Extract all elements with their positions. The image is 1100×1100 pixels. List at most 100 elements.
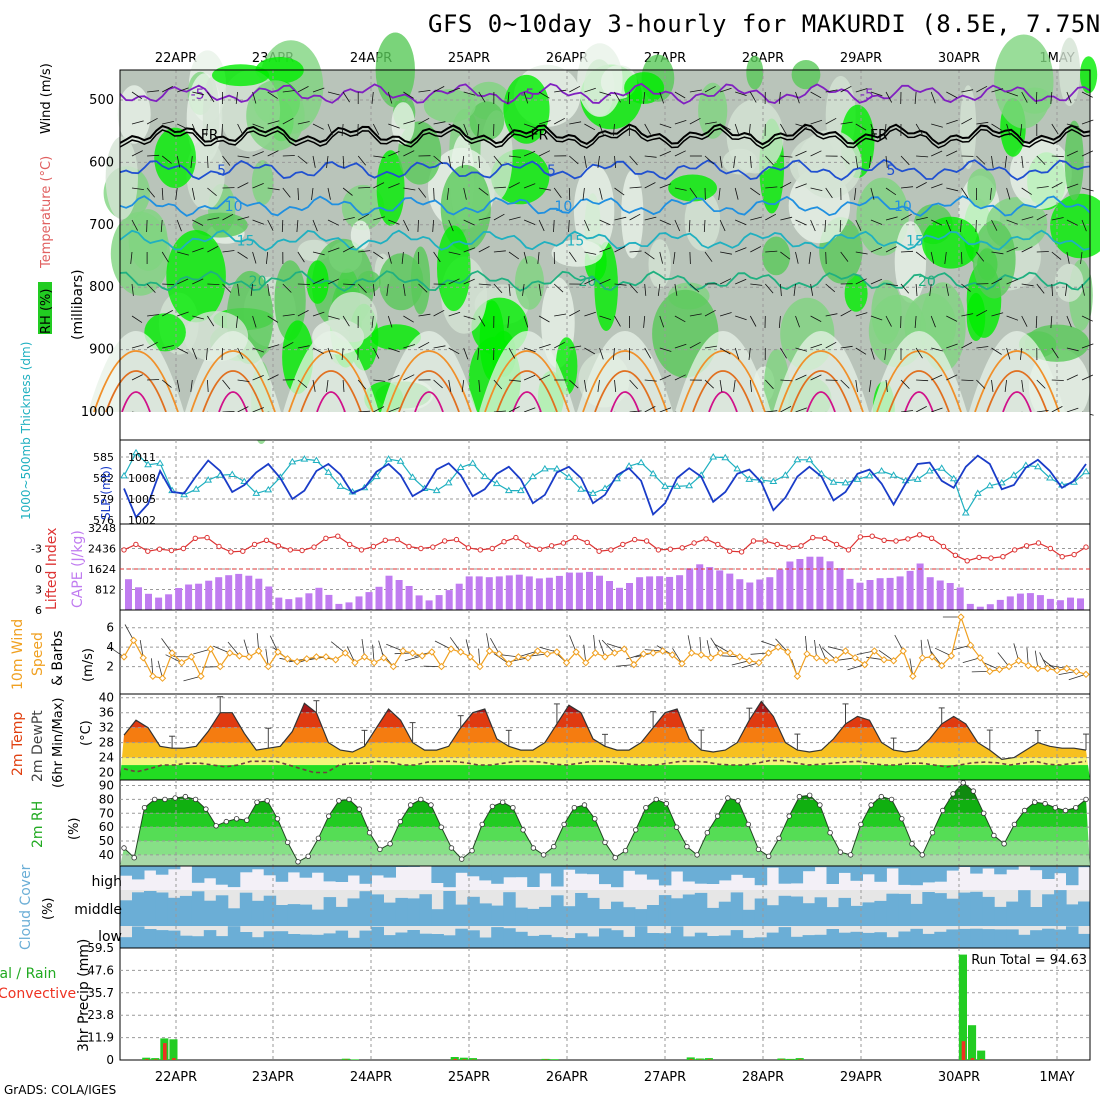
cloud-bar-low (706, 936, 720, 948)
wind-barb (131, 315, 143, 323)
cloud-bar-middle (419, 894, 432, 926)
wind-barb (371, 91, 374, 104)
wind-barb (267, 344, 280, 349)
cape-bar (766, 577, 774, 610)
pressure-tick-label: 800 (89, 280, 114, 295)
wind-barb (162, 310, 173, 317)
wind-barb (915, 182, 927, 189)
li-point (988, 555, 994, 561)
wind-barb (161, 155, 172, 164)
cape-bar (946, 583, 954, 610)
wind-barb (446, 187, 450, 200)
wind-barb (463, 315, 476, 320)
pressure-tick-label: 900 (89, 343, 114, 358)
wind-barb (282, 341, 294, 349)
rh-point (479, 821, 485, 828)
wind-barb (659, 374, 671, 381)
cloud-bar-high (467, 866, 480, 877)
temperature-contour-35 (1002, 391, 1032, 413)
cloud-label-high: high (91, 874, 122, 890)
rh-region (573, 164, 615, 256)
wind-barb (342, 155, 345, 169)
cape-bar (816, 556, 824, 610)
cloud-bar-middle (682, 894, 696, 926)
cloud-bar-high (347, 866, 360, 876)
wind-barb (689, 89, 702, 93)
wind-barb (1066, 407, 1079, 413)
cape-bar (706, 567, 714, 610)
li-point (584, 539, 590, 546)
rh-point (510, 805, 516, 811)
thickness-point (961, 509, 970, 516)
li-point (133, 541, 139, 548)
rh-point (673, 824, 680, 830)
cloud-bar-high (886, 866, 899, 869)
cloud-bar-high (934, 866, 947, 882)
wind-barb (946, 150, 958, 157)
cloud-bar-middle (467, 896, 480, 926)
wind-barb (1020, 347, 1023, 360)
wind-barb (297, 121, 310, 125)
temperature-contour-25 (582, 350, 668, 413)
rh-point (315, 835, 322, 841)
wind-barb (855, 123, 867, 131)
wind-barb (659, 407, 672, 413)
wind-barb (584, 219, 590, 232)
rh-point (776, 835, 782, 841)
wind-barb (778, 315, 781, 329)
thickness-point (589, 489, 597, 496)
contour-label: 20 (918, 274, 936, 290)
wind-barb (976, 155, 986, 165)
precip-total-bar (459, 1057, 468, 1060)
cloud-bar-middle (910, 903, 923, 926)
wind-barb (463, 187, 467, 200)
wind-speed-point (909, 672, 917, 680)
wind-speed-point (726, 649, 734, 657)
rh-point (305, 853, 311, 859)
wind-speed-point (870, 647, 879, 655)
wind-barb (237, 406, 249, 413)
wind-speed-point (485, 647, 494, 655)
wind-barb (477, 123, 480, 137)
ylabel-wind10m: 10m Wind (10, 619, 26, 690)
cloud-bar-middle (670, 898, 684, 926)
cape-bar (255, 578, 263, 610)
thickness-point (745, 475, 754, 482)
wind-barb (192, 278, 204, 285)
cape-bar (826, 561, 834, 610)
thickness-point (156, 459, 164, 466)
li-point (240, 548, 246, 554)
wind-barb (1006, 187, 1011, 200)
cape-bar (225, 575, 233, 610)
temperature-contour-35 (904, 391, 934, 413)
wind-barb (674, 343, 687, 349)
thickness-point (865, 471, 874, 479)
cloud-bar-low (718, 935, 732, 948)
wind-barb (237, 251, 248, 259)
wind-barb-10m (569, 635, 577, 653)
wind-barb (961, 117, 973, 125)
cape-bar (846, 578, 854, 610)
wind-barb (508, 406, 520, 413)
wind-barb (976, 346, 989, 349)
li-point (537, 546, 543, 552)
rh-point (131, 855, 137, 861)
li-point (1047, 545, 1054, 552)
wind-barb-10m (227, 641, 240, 657)
rh-region (166, 230, 226, 323)
cape-bar (445, 590, 453, 610)
wind-barb (780, 155, 793, 158)
wind-barb (463, 247, 476, 253)
contour-label: 10 (894, 199, 912, 215)
li-point (845, 547, 852, 553)
cloud-bar-high (551, 866, 564, 887)
wind-barb (1066, 123, 1079, 128)
cloud-bar-middle (407, 898, 420, 926)
thickness-tick-label: 579 (93, 493, 114, 506)
ylabel-cloud: Cloud Cover (18, 864, 34, 950)
temperature-tick-label: 28 (99, 736, 114, 750)
ylabel-total-rain: tal / Rain (0, 966, 56, 982)
cloud-bar-high (850, 866, 863, 881)
precip-total-bar (977, 1050, 986, 1060)
cloud-bar-middle (395, 897, 408, 926)
